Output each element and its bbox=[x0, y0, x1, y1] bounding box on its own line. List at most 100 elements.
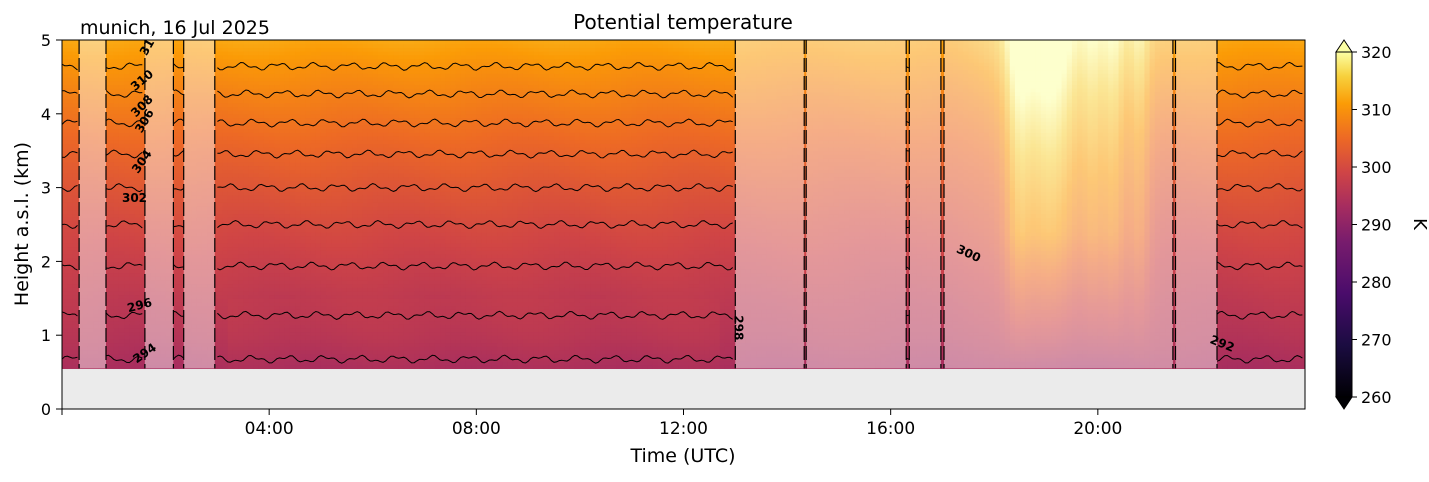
heatmap-cell bbox=[67, 154, 73, 159]
heatmap-cell bbox=[289, 309, 296, 314]
heatmap-cell bbox=[160, 169, 167, 174]
heatmap-cell bbox=[217, 276, 224, 281]
heatmap-cell bbox=[331, 143, 338, 148]
heatmap-cell bbox=[87, 51, 94, 56]
heatmap-cell bbox=[134, 158, 141, 163]
heatmap-cell bbox=[284, 301, 291, 307]
heatmap-cell bbox=[72, 213, 79, 218]
heatmap-cell bbox=[331, 73, 338, 78]
heatmap-cell bbox=[129, 169, 136, 174]
heatmap-cell bbox=[165, 202, 172, 207]
heatmap-cell bbox=[118, 220, 125, 226]
heatmap-cell bbox=[243, 139, 250, 144]
heatmap-cell bbox=[144, 183, 151, 189]
heatmap-cell bbox=[165, 191, 172, 196]
heatmap-cell bbox=[129, 242, 136, 248]
heatmap-cell bbox=[238, 346, 244, 351]
heatmap-cell bbox=[274, 324, 281, 329]
heatmap-cell bbox=[160, 342, 167, 347]
heatmap-cell bbox=[310, 239, 317, 244]
heatmap-cell bbox=[160, 87, 167, 93]
heatmap-cell bbox=[175, 250, 182, 255]
heatmap-cell bbox=[93, 209, 99, 215]
heatmap-cell bbox=[139, 87, 146, 93]
heatmap-cell bbox=[93, 158, 99, 163]
heatmap-cell bbox=[258, 283, 265, 288]
heatmap-cell bbox=[134, 117, 141, 122]
heatmap-cell bbox=[72, 113, 79, 119]
heatmap-cell bbox=[118, 231, 125, 237]
heatmap-cell bbox=[160, 242, 167, 248]
heatmap-cell bbox=[341, 309, 348, 314]
heatmap-cell bbox=[124, 231, 130, 237]
heatmap-cell bbox=[289, 361, 296, 366]
heatmap-cell bbox=[336, 99, 343, 104]
heatmap-cell bbox=[124, 95, 130, 100]
heatmap-cell bbox=[310, 43, 317, 48]
heatmap-cell bbox=[336, 327, 343, 333]
heatmap-cell bbox=[77, 113, 84, 119]
heatmap-cell bbox=[144, 139, 151, 144]
heatmap-cell bbox=[336, 242, 343, 248]
heatmap-cell bbox=[258, 194, 265, 200]
heatmap-cell bbox=[232, 231, 239, 237]
heatmap-cell bbox=[175, 113, 182, 119]
heatmap-cell bbox=[310, 84, 317, 89]
heatmap-cell bbox=[165, 69, 172, 74]
heatmap-cell bbox=[279, 99, 286, 104]
heatmap-cell bbox=[305, 346, 312, 351]
heatmap-cell bbox=[269, 287, 275, 292]
heatmap-cell bbox=[320, 158, 327, 163]
heatmap-cell bbox=[289, 99, 296, 104]
heatmap-cell bbox=[72, 139, 79, 144]
heatmap-cell bbox=[67, 51, 73, 56]
heatmap-cell bbox=[118, 217, 125, 222]
heatmap-cell bbox=[279, 250, 286, 255]
heatmap-cell bbox=[279, 217, 286, 222]
heatmap-cell bbox=[93, 265, 99, 270]
heatmap-cell bbox=[295, 51, 301, 56]
heatmap-cell bbox=[269, 47, 275, 52]
heatmap-cell bbox=[98, 132, 105, 137]
heatmap-cell bbox=[243, 294, 250, 299]
heatmap-cell bbox=[326, 99, 332, 104]
heatmap-cell bbox=[144, 172, 151, 178]
heatmap-cell bbox=[144, 150, 151, 155]
heatmap-cell bbox=[300, 235, 307, 240]
heatmap-cell bbox=[222, 246, 229, 251]
heatmap-cell bbox=[62, 191, 68, 196]
heatmap-cell bbox=[87, 235, 94, 240]
heatmap-cell bbox=[289, 69, 296, 74]
heatmap-cell bbox=[232, 191, 239, 196]
heatmap-cell bbox=[248, 206, 255, 211]
heatmap-cell bbox=[77, 135, 84, 141]
heatmap-cell bbox=[113, 287, 120, 292]
heatmap-cell bbox=[326, 294, 332, 299]
heatmap-cell bbox=[305, 147, 312, 152]
heatmap-cell bbox=[300, 73, 307, 78]
heatmap-cell bbox=[160, 254, 167, 259]
heatmap-cell bbox=[160, 298, 167, 303]
heatmap-cell bbox=[238, 268, 244, 274]
heatmap-cell bbox=[248, 84, 255, 89]
heatmap-cell bbox=[269, 353, 275, 358]
heatmap-cell bbox=[248, 106, 255, 111]
heatmap-cell bbox=[150, 361, 156, 366]
heatmap-cell bbox=[134, 110, 141, 115]
heatmap-cell bbox=[346, 202, 353, 207]
heatmap-cell bbox=[77, 62, 84, 67]
heatmap-cell bbox=[72, 158, 79, 163]
heatmap-cell bbox=[305, 209, 312, 215]
heatmap-cell bbox=[118, 158, 125, 163]
heatmap-cell bbox=[144, 338, 151, 344]
heatmap-cell bbox=[67, 158, 73, 163]
heatmap-cell bbox=[165, 283, 172, 288]
heatmap-cell bbox=[175, 316, 182, 322]
heatmap-cell bbox=[108, 338, 115, 344]
heatmap-cell bbox=[238, 335, 244, 340]
heatmap-cell bbox=[289, 279, 296, 285]
heatmap-cell bbox=[227, 62, 234, 67]
heatmap bbox=[62, 40, 1305, 370]
heatmap-cell bbox=[87, 43, 94, 48]
heatmap-cell bbox=[258, 80, 265, 85]
